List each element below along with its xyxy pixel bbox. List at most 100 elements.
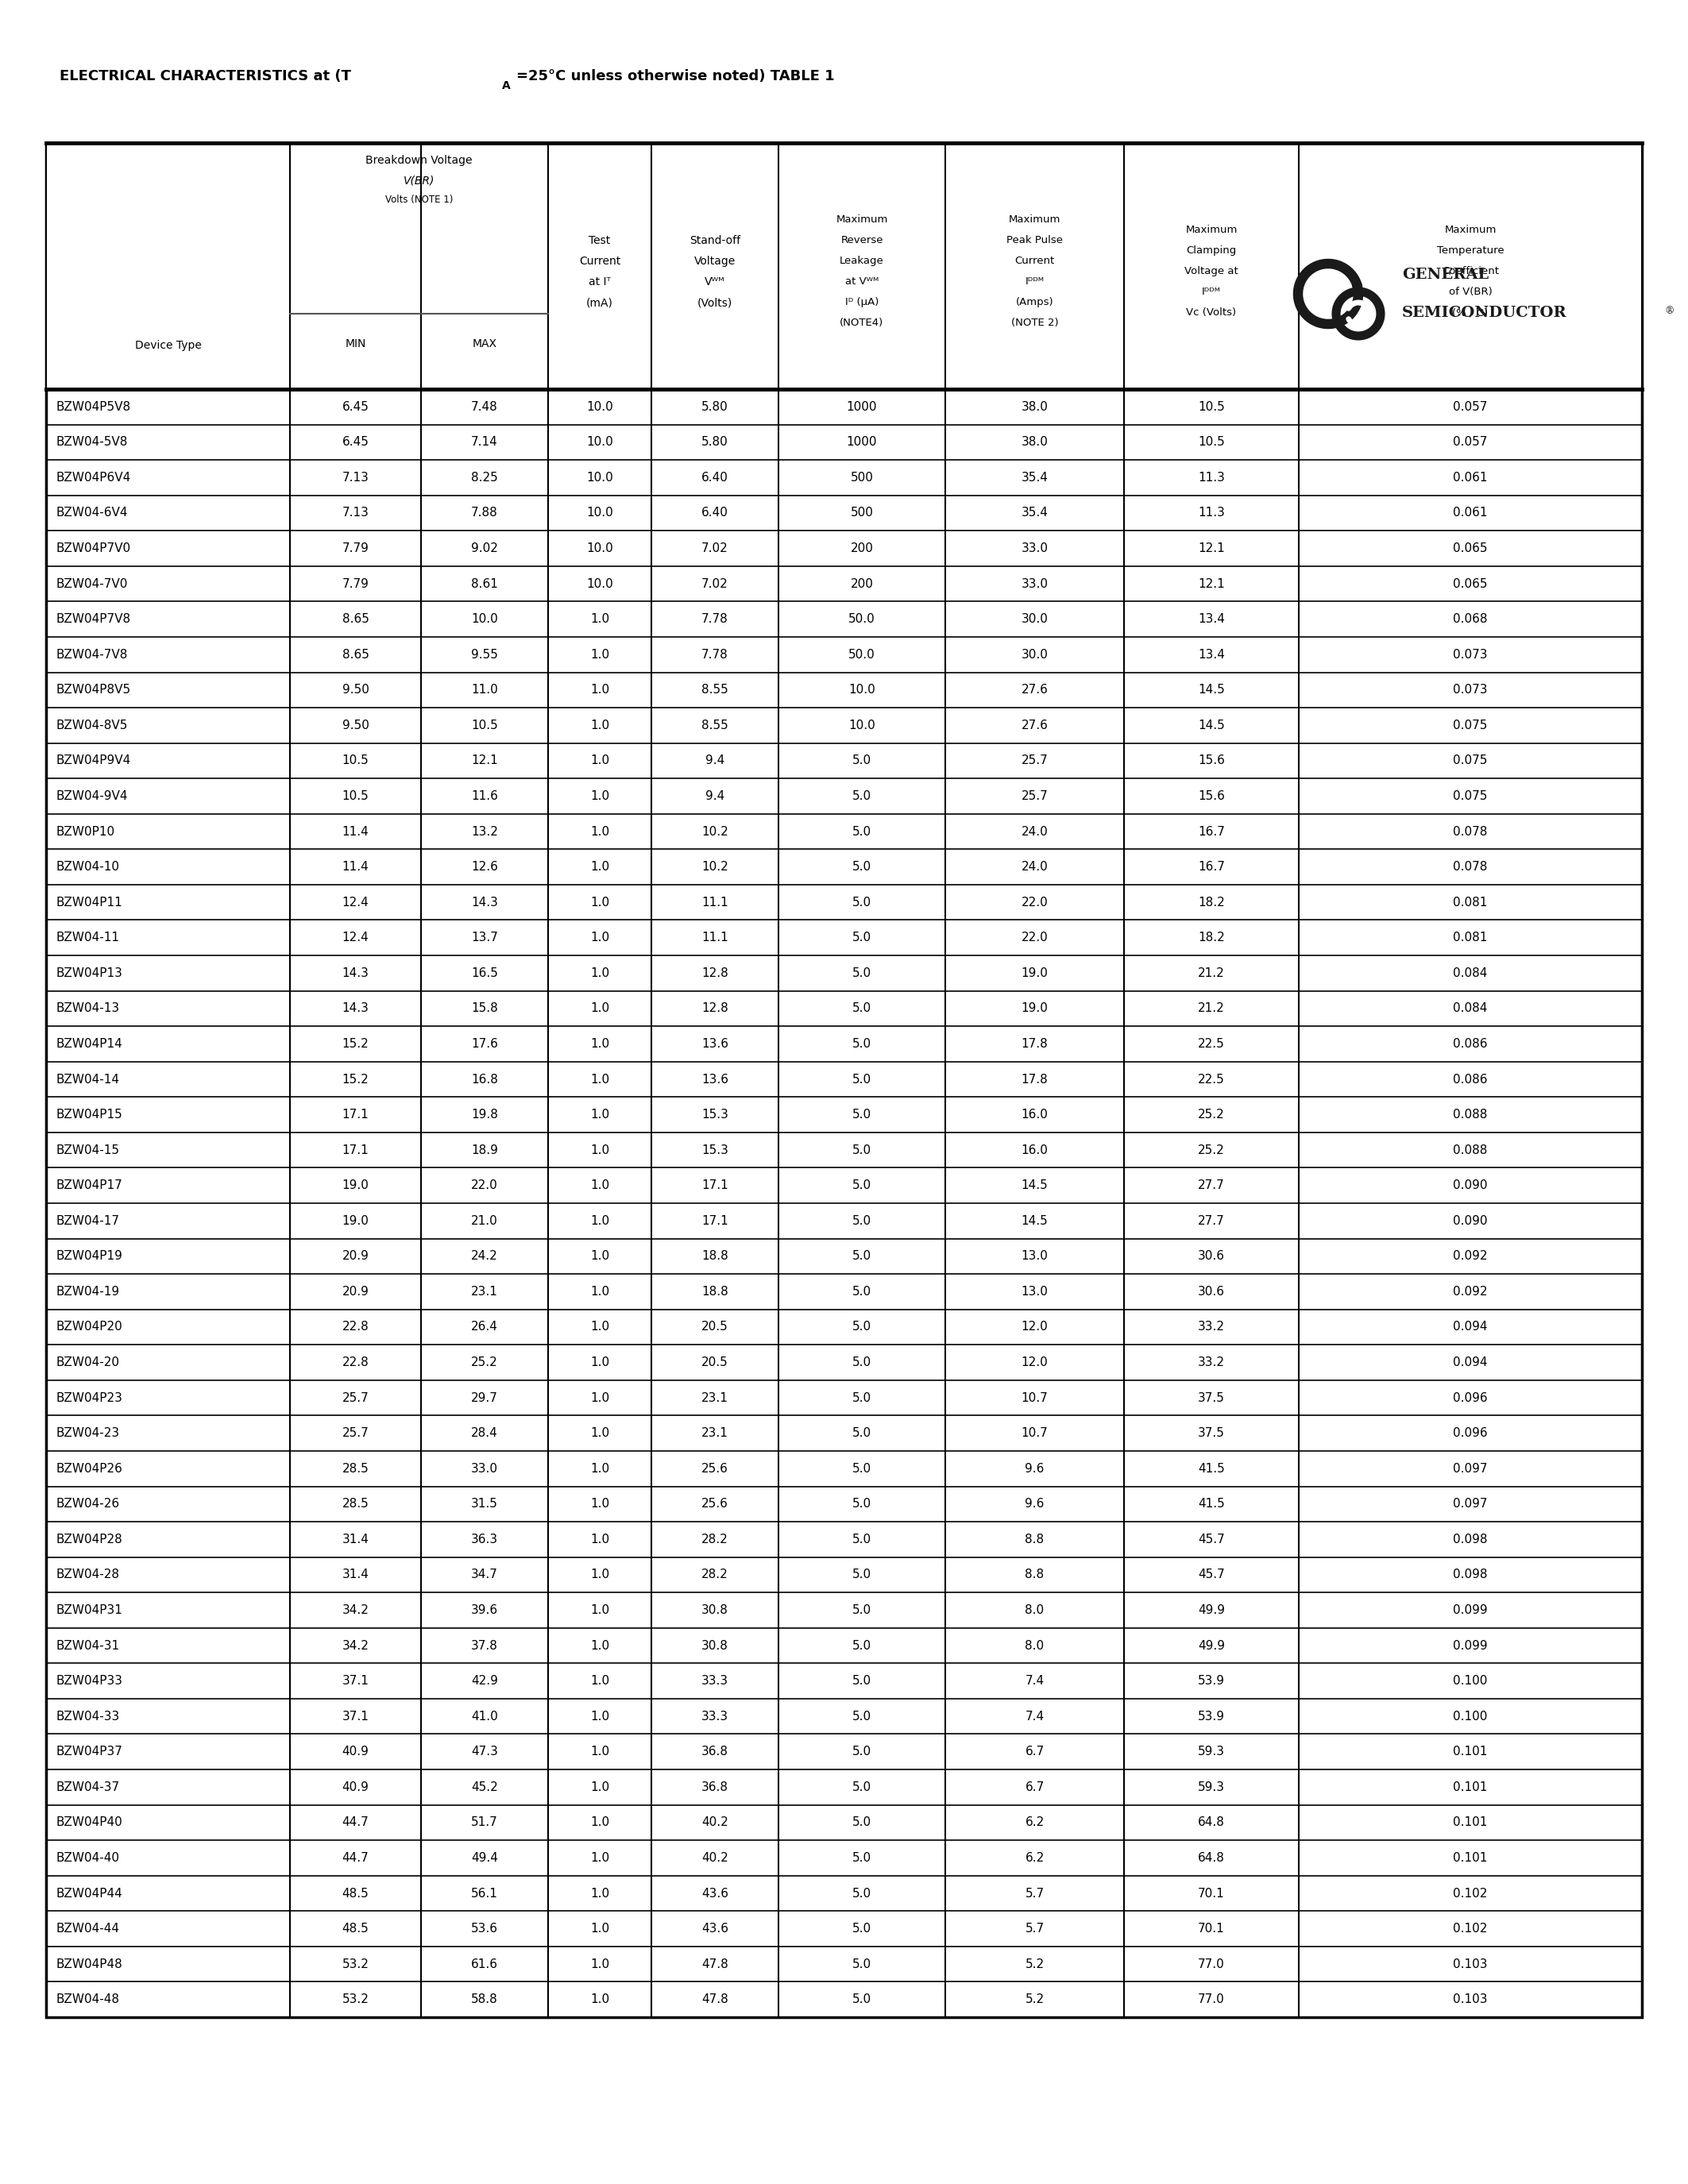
Text: Maximum: Maximum <box>1185 225 1237 236</box>
Text: BZW04P31: BZW04P31 <box>56 1605 122 1616</box>
Text: 77.0: 77.0 <box>1198 1994 1225 2005</box>
Text: Leakage: Leakage <box>839 256 885 266</box>
Text: BZW04-33: BZW04-33 <box>56 1710 120 1723</box>
Text: 25.7: 25.7 <box>343 1428 370 1439</box>
Text: BZW04P48: BZW04P48 <box>56 1959 122 1970</box>
Text: 5.0: 5.0 <box>852 1605 871 1616</box>
Text: Iᴰ (μA): Iᴰ (μA) <box>846 297 879 308</box>
Text: 37.1: 37.1 <box>343 1675 370 1686</box>
Text: 0.078: 0.078 <box>1453 826 1487 836</box>
Text: Test: Test <box>589 236 611 247</box>
Text: 0.099: 0.099 <box>1453 1640 1487 1651</box>
Text: 0.081: 0.081 <box>1453 895 1487 909</box>
Text: 30.6: 30.6 <box>1198 1286 1225 1297</box>
Text: 17.1: 17.1 <box>702 1179 728 1192</box>
Text: 24.2: 24.2 <box>471 1249 498 1262</box>
Text: 50.0: 50.0 <box>849 614 876 625</box>
Text: 7.79: 7.79 <box>343 542 370 555</box>
Text: BZW04P17: BZW04P17 <box>56 1179 122 1192</box>
Text: 6.2: 6.2 <box>1025 1852 1045 1863</box>
Text: MAX: MAX <box>473 339 496 349</box>
Text: Voltage: Voltage <box>694 256 736 266</box>
Text: 10.5: 10.5 <box>343 756 370 767</box>
Text: 1.0: 1.0 <box>591 1887 609 1900</box>
Text: 7.02: 7.02 <box>702 542 728 555</box>
Text: 40.9: 40.9 <box>343 1782 370 1793</box>
Text: 47.3: 47.3 <box>471 1745 498 1758</box>
Text: 7.13: 7.13 <box>343 507 370 520</box>
Text: 18.9: 18.9 <box>471 1144 498 1155</box>
Text: 5.0: 5.0 <box>852 1710 871 1723</box>
Text: 9.50: 9.50 <box>343 684 370 697</box>
Text: 1.0: 1.0 <box>591 1356 609 1369</box>
Text: 5.0: 5.0 <box>852 933 871 943</box>
Text: Device Type: Device Type <box>135 341 201 352</box>
Text: 5.0: 5.0 <box>852 1321 871 1332</box>
Text: 5.0: 5.0 <box>852 1179 871 1192</box>
Text: 5.0: 5.0 <box>852 1037 871 1051</box>
Text: 5.2: 5.2 <box>1025 1994 1045 2005</box>
Text: 5.0: 5.0 <box>852 1356 871 1369</box>
Text: Vᴄ (Volts): Vᴄ (Volts) <box>1187 308 1236 317</box>
Text: 5.0: 5.0 <box>852 1675 871 1686</box>
Text: 0.084: 0.084 <box>1453 1002 1487 1016</box>
Text: 5.0: 5.0 <box>852 1994 871 2005</box>
Text: 42.9: 42.9 <box>471 1675 498 1686</box>
Text: 10.0: 10.0 <box>471 614 498 625</box>
Text: 1.0: 1.0 <box>591 1922 609 1935</box>
Text: 33.0: 33.0 <box>471 1463 498 1474</box>
Text: BZW04-23: BZW04-23 <box>56 1428 120 1439</box>
Text: 5.0: 5.0 <box>852 1745 871 1758</box>
Text: 5.0: 5.0 <box>852 1391 871 1404</box>
Text: 25.2: 25.2 <box>471 1356 498 1369</box>
Text: 12.8: 12.8 <box>702 1002 728 1016</box>
Text: 51.7: 51.7 <box>471 1817 498 1828</box>
Text: BZW04-10: BZW04-10 <box>56 860 120 874</box>
Text: 5.0: 5.0 <box>852 1002 871 1016</box>
Text: 7.13: 7.13 <box>343 472 370 483</box>
Text: 14.5: 14.5 <box>1021 1214 1048 1227</box>
Text: 13.4: 13.4 <box>1198 614 1225 625</box>
Text: BZW04P8V5: BZW04P8V5 <box>56 684 130 697</box>
Text: (% / C): (% / C) <box>1452 308 1489 317</box>
Text: BZW04P15: BZW04P15 <box>56 1109 122 1120</box>
Text: 1.0: 1.0 <box>591 1498 609 1509</box>
Text: 27.7: 27.7 <box>1198 1214 1225 1227</box>
Text: MIN: MIN <box>344 339 366 349</box>
Text: BZW04-9V4: BZW04-9V4 <box>56 791 128 802</box>
Text: 5.80: 5.80 <box>702 402 728 413</box>
Text: 70.1: 70.1 <box>1198 1887 1225 1900</box>
Text: 59.3: 59.3 <box>1198 1782 1225 1793</box>
Text: 0.102: 0.102 <box>1453 1887 1487 1900</box>
Text: 0.073: 0.073 <box>1453 684 1487 697</box>
Text: 1.0: 1.0 <box>591 719 609 732</box>
Text: Temperature: Temperature <box>1436 245 1504 256</box>
Text: 11.6: 11.6 <box>471 791 498 802</box>
Text: 1.0: 1.0 <box>591 826 609 836</box>
Text: 10.0: 10.0 <box>586 437 613 448</box>
Text: (NOTE4): (NOTE4) <box>841 317 885 328</box>
Text: Iᴰᴰᴹ: Iᴰᴰᴹ <box>1202 286 1220 297</box>
Text: 10.5: 10.5 <box>471 719 498 732</box>
Text: BZW04-7V8: BZW04-7V8 <box>56 649 127 660</box>
Text: 19.0: 19.0 <box>343 1179 370 1192</box>
Text: 7.78: 7.78 <box>702 614 728 625</box>
Text: 6.7: 6.7 <box>1025 1745 1045 1758</box>
Text: Clamping: Clamping <box>1187 245 1237 256</box>
Text: 25.2: 25.2 <box>1198 1144 1225 1155</box>
Text: 8.61: 8.61 <box>471 579 498 590</box>
Text: BZW04-6V4: BZW04-6V4 <box>56 507 128 520</box>
Text: 12.4: 12.4 <box>343 895 370 909</box>
Text: 500: 500 <box>851 507 873 520</box>
Text: 10.5: 10.5 <box>343 791 370 802</box>
Text: 6.2: 6.2 <box>1025 1817 1045 1828</box>
Text: 34.2: 34.2 <box>343 1640 370 1651</box>
Text: Vᵂᴹ: Vᵂᴹ <box>706 277 726 288</box>
Text: 1.0: 1.0 <box>591 1852 609 1863</box>
Text: 1.0: 1.0 <box>591 1002 609 1016</box>
Bar <box>46 142 1642 389</box>
Text: 22.5: 22.5 <box>1198 1072 1225 1085</box>
Text: 6.45: 6.45 <box>343 402 370 413</box>
Text: BZW04-11: BZW04-11 <box>56 933 120 943</box>
Text: BZW04-44: BZW04-44 <box>56 1922 120 1935</box>
